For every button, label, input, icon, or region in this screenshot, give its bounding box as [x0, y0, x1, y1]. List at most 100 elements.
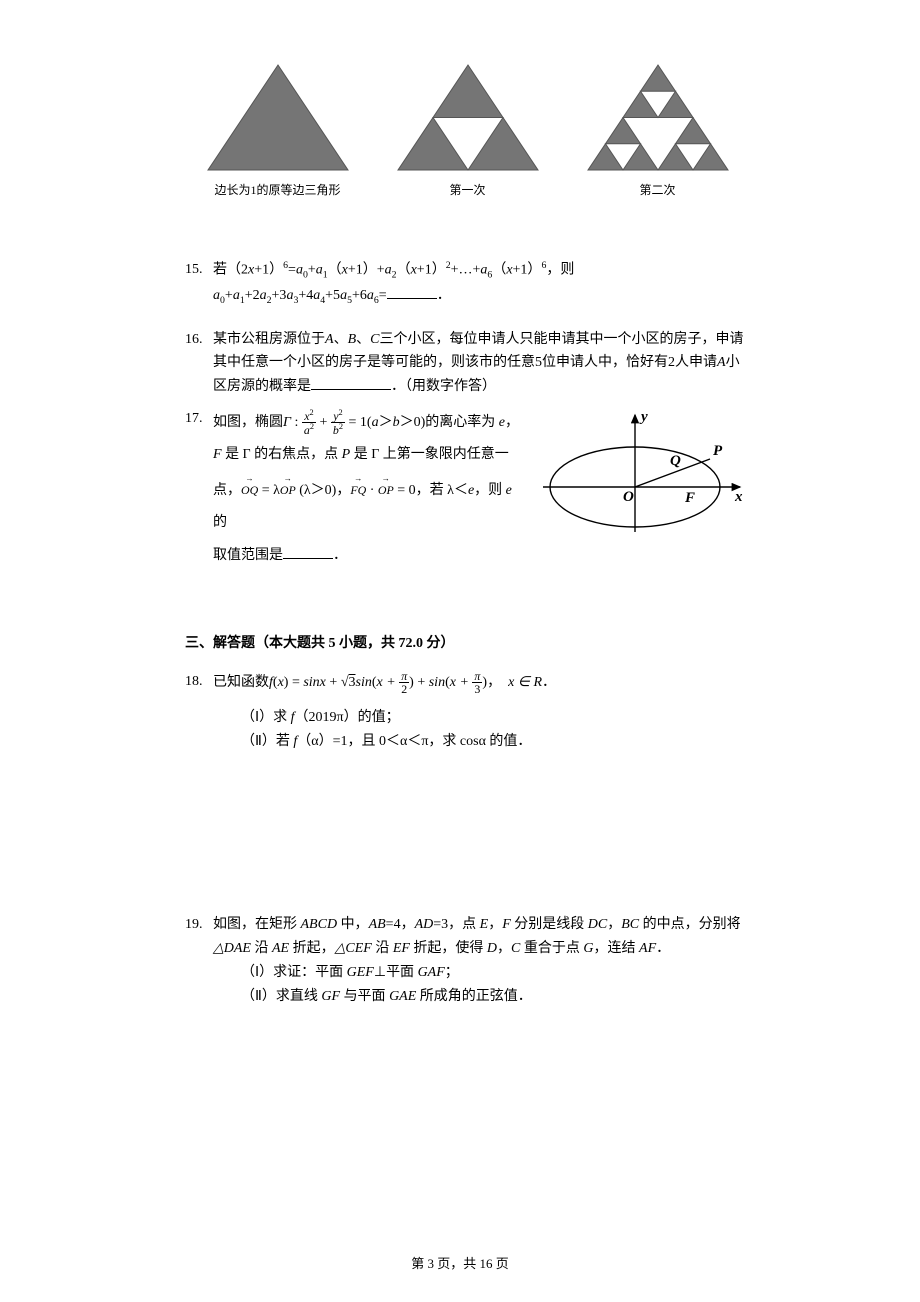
q15-l2a5: a [340, 288, 347, 303]
q19-perp: ⊥ [374, 965, 386, 980]
triangle-0-svg [203, 60, 353, 175]
svg-text:P: P [713, 443, 723, 459]
q15-a1: a [316, 263, 323, 278]
q18-pi2: π [472, 670, 482, 684]
q19-dc: DC [588, 917, 607, 932]
q18-sin2: sin [429, 675, 445, 690]
q17-num: 17. [185, 407, 213, 572]
q19-semi: ； [445, 965, 459, 980]
q18-xin: x ∈ R [508, 675, 542, 690]
q19-eq4: =4， [386, 917, 415, 932]
q16-t1: 某市公租房源位于 [213, 332, 325, 347]
q18-sub2: （Ⅱ）若 f（α）=1，且 0＜α＜π，求 cosα 的值． [241, 730, 750, 754]
q17-fq: FQ [350, 471, 366, 504]
question-19: 19. 如图，在矩形 ABCD 中，AB=4，AD=3，点 E，F 分别是线段 … [185, 913, 750, 1008]
triangle-stage-0: 边长为1的原等边三角形 [203, 60, 353, 198]
section-3-header: 三、解答题（本大题共 5 小题，共 72.0 分） [185, 632, 750, 652]
q17-l4: 取值范围是 [213, 548, 283, 563]
q17-l3c: ，则 [474, 483, 506, 498]
q18-d3: 3 [472, 683, 482, 696]
footer-mid: 页，共 [434, 1256, 480, 1271]
q16-num: 16. [185, 328, 213, 399]
q15-num: 15. [185, 258, 213, 310]
q15-t3: = [288, 263, 296, 278]
q19-s1b: 平面 [386, 965, 418, 980]
q17-period: ． [333, 548, 347, 563]
q18-sinx: sinx [303, 675, 326, 690]
q18-d2: 2 [399, 683, 409, 696]
q19-t7: 沿 [372, 941, 393, 956]
q15-pd: +4 [298, 288, 313, 303]
q15-t5: （ [328, 263, 342, 278]
q19-ad: AD [415, 917, 434, 932]
q17-b: b [393, 415, 400, 430]
sierpinski-figure: 边长为1的原等边三角形 第一次 第二次 [185, 60, 750, 198]
q18-xp2: x + [450, 675, 473, 690]
q16-body: 某市公租房源位于A、B、C三个小区，每位申请人只能申请其中一个小区的房子，申请其… [213, 328, 750, 399]
q18-fr2: π3 [472, 670, 482, 696]
q18-s2a: （Ⅱ）若 [241, 734, 293, 749]
q15-a0: a [296, 263, 303, 278]
triangle-1-label: 第一次 [449, 181, 485, 198]
q19-t5: 沿 [251, 941, 272, 956]
svg-text:F: F [684, 490, 695, 506]
q16-B: B [348, 332, 357, 347]
q15-t1: 若（2 [213, 263, 248, 278]
q19-gaf: GAF [418, 965, 445, 980]
q16-A: A [325, 332, 334, 347]
q18-s2b: （α）=1，且 0＜α＜π，求 cosα 的值． [297, 734, 531, 749]
triangle-0-label: 边长为1的原等边三角形 [214, 181, 340, 198]
q19-ef: EF [393, 941, 410, 956]
triangle-stage-1: 第一次 [393, 60, 543, 198]
question-15: 15. 若（2x+1）6=a0+a1（x+1）+a2（x+1）2+…+a6（x+… [185, 258, 750, 310]
q15-blank [387, 285, 437, 299]
q16-sep1: 、 [334, 332, 348, 347]
triangle-2-svg [583, 60, 733, 175]
svg-text:x: x [734, 489, 743, 505]
q19-comma2: ， [607, 917, 621, 932]
q19-num: 19. [185, 913, 213, 1008]
q19-eq3: =3，点 [433, 917, 479, 932]
q18-xp: x + [377, 675, 400, 690]
q16-blank [311, 376, 391, 390]
triangle-stage-2: 第二次 [583, 60, 733, 198]
q17-frac1: x2a2 [302, 409, 316, 437]
q19-ae: AE [272, 941, 289, 956]
footer-total: 16 [480, 1256, 493, 1271]
q18-period: ． [542, 675, 556, 690]
q18-sin: sin [356, 675, 372, 690]
q15-t6: +1）+ [348, 263, 385, 278]
q19-gef: GEF [347, 965, 374, 980]
q19-s2c: 所成角的正弦值． [416, 989, 532, 1004]
q18-sqrt3: 3 [349, 675, 356, 690]
ellipse-figure: y x O F P Q [535, 407, 750, 555]
q17-l3a: 点， [213, 483, 241, 498]
q19-gae: GAE [389, 989, 416, 1004]
q15-body: 若（2x+1）6=a0+a1（x+1）+a2（x+1）2+…+a6（x+1）6，… [213, 258, 750, 310]
q15-pf: +6 [352, 288, 367, 303]
q19-bc: BC [621, 917, 639, 932]
q19-comma3: ， [497, 941, 511, 956]
q15-l2a2: a [260, 288, 267, 303]
q15-t10: （ [492, 263, 506, 278]
q17-gamma: Γ [283, 415, 291, 430]
q17-comma: ， [505, 415, 519, 430]
svg-text:Q: Q [670, 453, 681, 469]
q19-comma: ， [488, 917, 502, 932]
q18-t1: 已知函数 [213, 675, 269, 690]
q17-l3b: ，若 λ＜ [416, 483, 468, 498]
q17-op2: OP [378, 471, 394, 504]
q19-dae: △DAE [213, 941, 251, 956]
q19-ab: AB [369, 917, 386, 932]
question-16: 16. 某市公租房源位于A、B、C三个小区，每位申请人只能申请其中一个小区的房子… [185, 328, 750, 399]
q19-sub1: （Ⅰ）求证：平面 GEF⊥平面 GAF； [241, 961, 750, 985]
q19-gf: GF [321, 989, 340, 1004]
question-18: 18. 已知函数f(x) = sinx + √3sin(x + π2) + si… [185, 670, 750, 754]
q16-t5: ．（用数字作答） [391, 379, 496, 394]
q17-plus: + [316, 415, 331, 430]
q17-lamgt: (λ＞0)， [296, 483, 351, 498]
ellipse-svg: y x O F P Q [535, 407, 750, 542]
q17-l2d: 是 Γ 上第一象限内任意一 [350, 447, 509, 462]
q17-l2b: 是 Γ 的右焦点，点 [222, 447, 342, 462]
q18-comma: ， [487, 675, 501, 690]
